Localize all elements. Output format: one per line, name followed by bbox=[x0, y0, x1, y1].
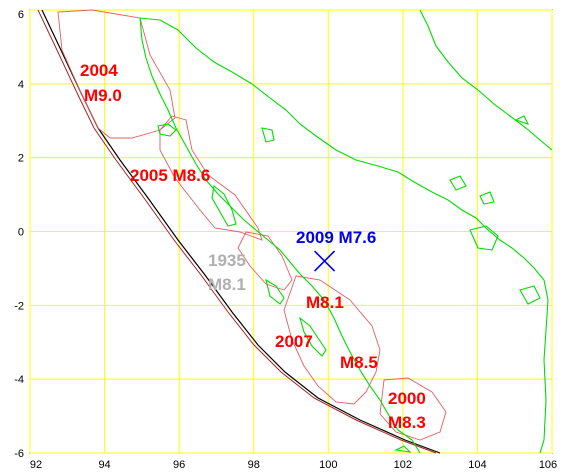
label-2009: 2009 M7.6 bbox=[296, 228, 376, 247]
enggano-island bbox=[394, 445, 412, 453]
x-tick-label-5: 102 bbox=[394, 459, 412, 471]
lat-lon-grid bbox=[29, 9, 553, 454]
label-2007-magnitude-b: M8.5 bbox=[340, 353, 378, 372]
y-tick-label-6: -6 bbox=[14, 448, 24, 460]
coastlines bbox=[139, 9, 553, 454]
x-tick-label-6: 104 bbox=[468, 459, 486, 471]
nias-island bbox=[211, 184, 237, 227]
rupture-zones bbox=[57, 9, 447, 441]
label-2004-magnitude: M9.0 bbox=[84, 86, 122, 105]
sumatra-coastline bbox=[139, 17, 549, 454]
x-tick-label-1: 94 bbox=[98, 459, 110, 471]
trench-line-red bbox=[37, 9, 437, 454]
siberut-island bbox=[265, 278, 285, 305]
y-tick-label-1: 4 bbox=[18, 79, 24, 91]
rupture-zone-2005 bbox=[159, 115, 263, 241]
y-axis-tick-labels: 6 4 2 0 -2 -4 -6 bbox=[14, 9, 24, 460]
rupture-zone-1935 bbox=[237, 231, 293, 291]
malay-peninsula-coastline bbox=[419, 9, 553, 151]
y-tick-label-3: 0 bbox=[18, 227, 24, 239]
x-tick-label-2: 96 bbox=[173, 459, 185, 471]
rupture-zone-2000 bbox=[379, 377, 447, 441]
label-2005: 2005 M8.6 bbox=[130, 166, 210, 185]
belitung-island bbox=[519, 285, 541, 305]
simeulue-island bbox=[157, 123, 177, 137]
label-2000-year: 2000 bbox=[388, 389, 426, 408]
x-tick-label-4: 100 bbox=[319, 459, 337, 471]
label-2007-year: 2007 bbox=[275, 332, 313, 351]
riau-islands bbox=[449, 115, 530, 205]
y-tick-label-5: -4 bbox=[14, 374, 24, 386]
y-tick-label-4: -2 bbox=[14, 300, 24, 312]
x-tick-label-7: 106 bbox=[539, 459, 557, 471]
rupture-zone-2007 bbox=[283, 275, 381, 405]
label-2004-year: 2004 bbox=[80, 61, 118, 80]
y-tick-label-0: 6 bbox=[18, 9, 24, 21]
x-tick-label-0: 92 bbox=[30, 459, 42, 471]
x-axis-tick-labels: 92 94 96 98 100 102 104 106 bbox=[30, 459, 557, 471]
label-2007-magnitude-a: M8.1 bbox=[306, 293, 344, 312]
label-1935-magnitude: M8.1 bbox=[208, 275, 246, 294]
epicenter-stroke-1 bbox=[313, 250, 336, 272]
rupture-zone-2004 bbox=[57, 9, 176, 139]
label-2000-magnitude: M8.3 bbox=[388, 413, 426, 432]
label-1935-year: 1935 bbox=[208, 251, 246, 270]
sipora-pagai-islands bbox=[298, 316, 327, 357]
x-tick-label-3: 98 bbox=[248, 459, 260, 471]
epicenter-x-mark bbox=[313, 250, 336, 272]
bangka-island bbox=[469, 225, 499, 251]
y-tick-label-2: 2 bbox=[18, 153, 24, 165]
lake-toba bbox=[261, 127, 275, 143]
